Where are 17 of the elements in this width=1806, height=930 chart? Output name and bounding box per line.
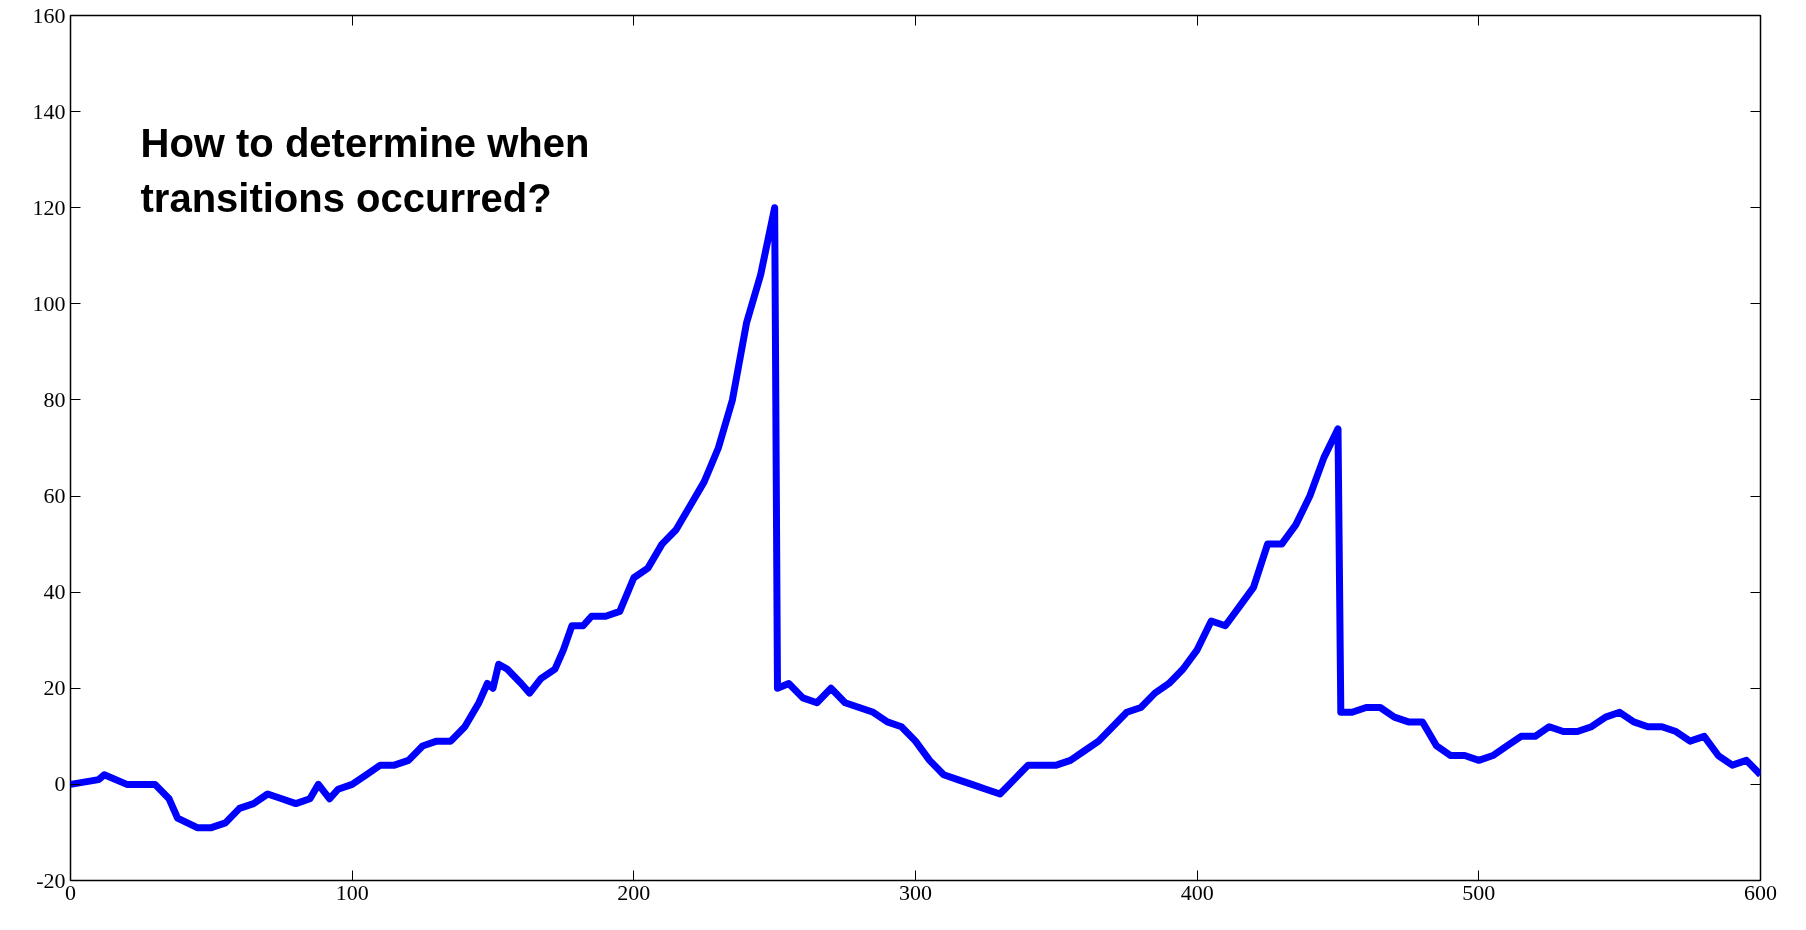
y-tick-label: 160 — [32, 2, 66, 28]
x-tick-label: 600 — [1744, 879, 1777, 905]
x-tick-label: 100 — [335, 879, 369, 905]
x-tick-label: 300 — [899, 879, 932, 905]
y-tick-label: 100 — [32, 290, 66, 316]
y-tick-label: 0 — [54, 771, 66, 797]
y-tick-label: 40 — [43, 579, 66, 605]
x-tick-label: 500 — [1462, 879, 1496, 905]
y-tick-label: 140 — [32, 98, 66, 124]
y-tick-label: 20 — [43, 675, 66, 701]
annotation: How to determine when transitions occurred? — [140, 120, 590, 220]
y-tick-label: 80 — [43, 386, 66, 412]
y-tick-label: 60 — [43, 483, 66, 509]
x-tick-label: 200 — [617, 879, 651, 905]
y-tick-label: -20 — [36, 867, 66, 893]
x-tick-label: 400 — [1180, 879, 1214, 905]
y-tick-label: 120 — [32, 194, 66, 220]
